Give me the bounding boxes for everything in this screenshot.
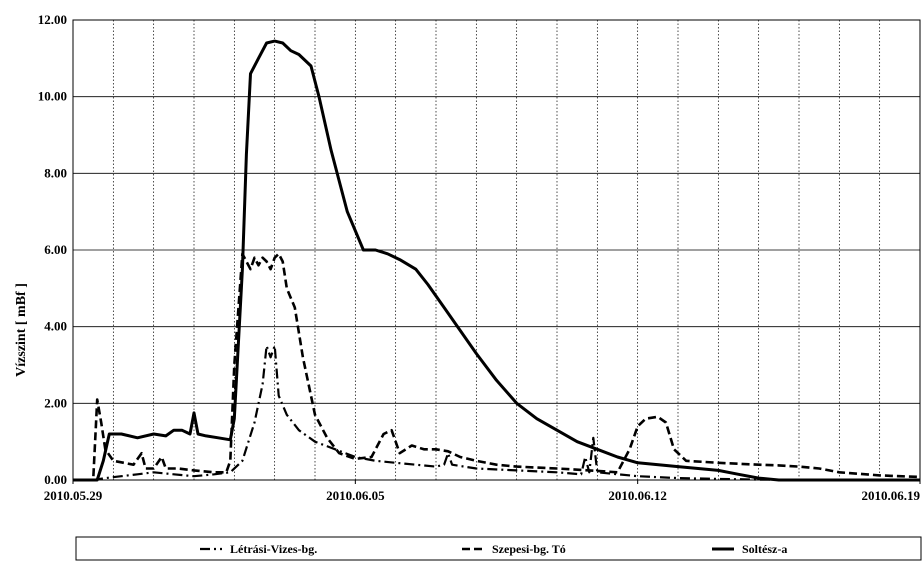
series-line-3 [73,39,920,482]
plot-area [72,19,921,481]
y-tick-label: 0.00 [44,472,67,487]
x-tick-label: 2010.06.12 [608,488,667,503]
legend-label: Létrási-Vizes-bg. [230,542,317,556]
y-tick-label: 2.00 [44,395,67,410]
y-axis-title: Vízszint [ mBf ] [14,283,29,377]
legend-label: Szepesi-bg. Tó [492,542,566,556]
legend-box [75,536,922,561]
series-line-1 [73,344,920,482]
y-tick-label: 4.00 [44,319,67,334]
series-line-2 [73,252,921,482]
y-tick-label: 6.00 [44,242,67,257]
legend: Létrási-Vizes-bg. Szepesi-bg. Tó Soltész-a [75,536,922,561]
horizontal-grid [73,19,920,481]
y-tick-label: 12.00 [38,12,67,27]
y-axis-ticks: 0.00 2.00 4.00 6.00 8.00 10.00 12.00 [38,12,67,487]
x-tick-label: 2010.06.05 [326,488,385,503]
x-tick-label: 2010.05.29 [44,488,103,503]
x-axis-ticks: 2010.05.29 2010.06.05 2010.06.12 2010.06.19 [44,480,921,503]
y-tick-label: 10.00 [38,89,67,104]
series-layer [73,39,921,482]
x-tick-label: 2010.06.19 [862,488,921,503]
y-tick-label: 8.00 [44,165,67,180]
legend-label: Soltész-a [742,542,787,556]
